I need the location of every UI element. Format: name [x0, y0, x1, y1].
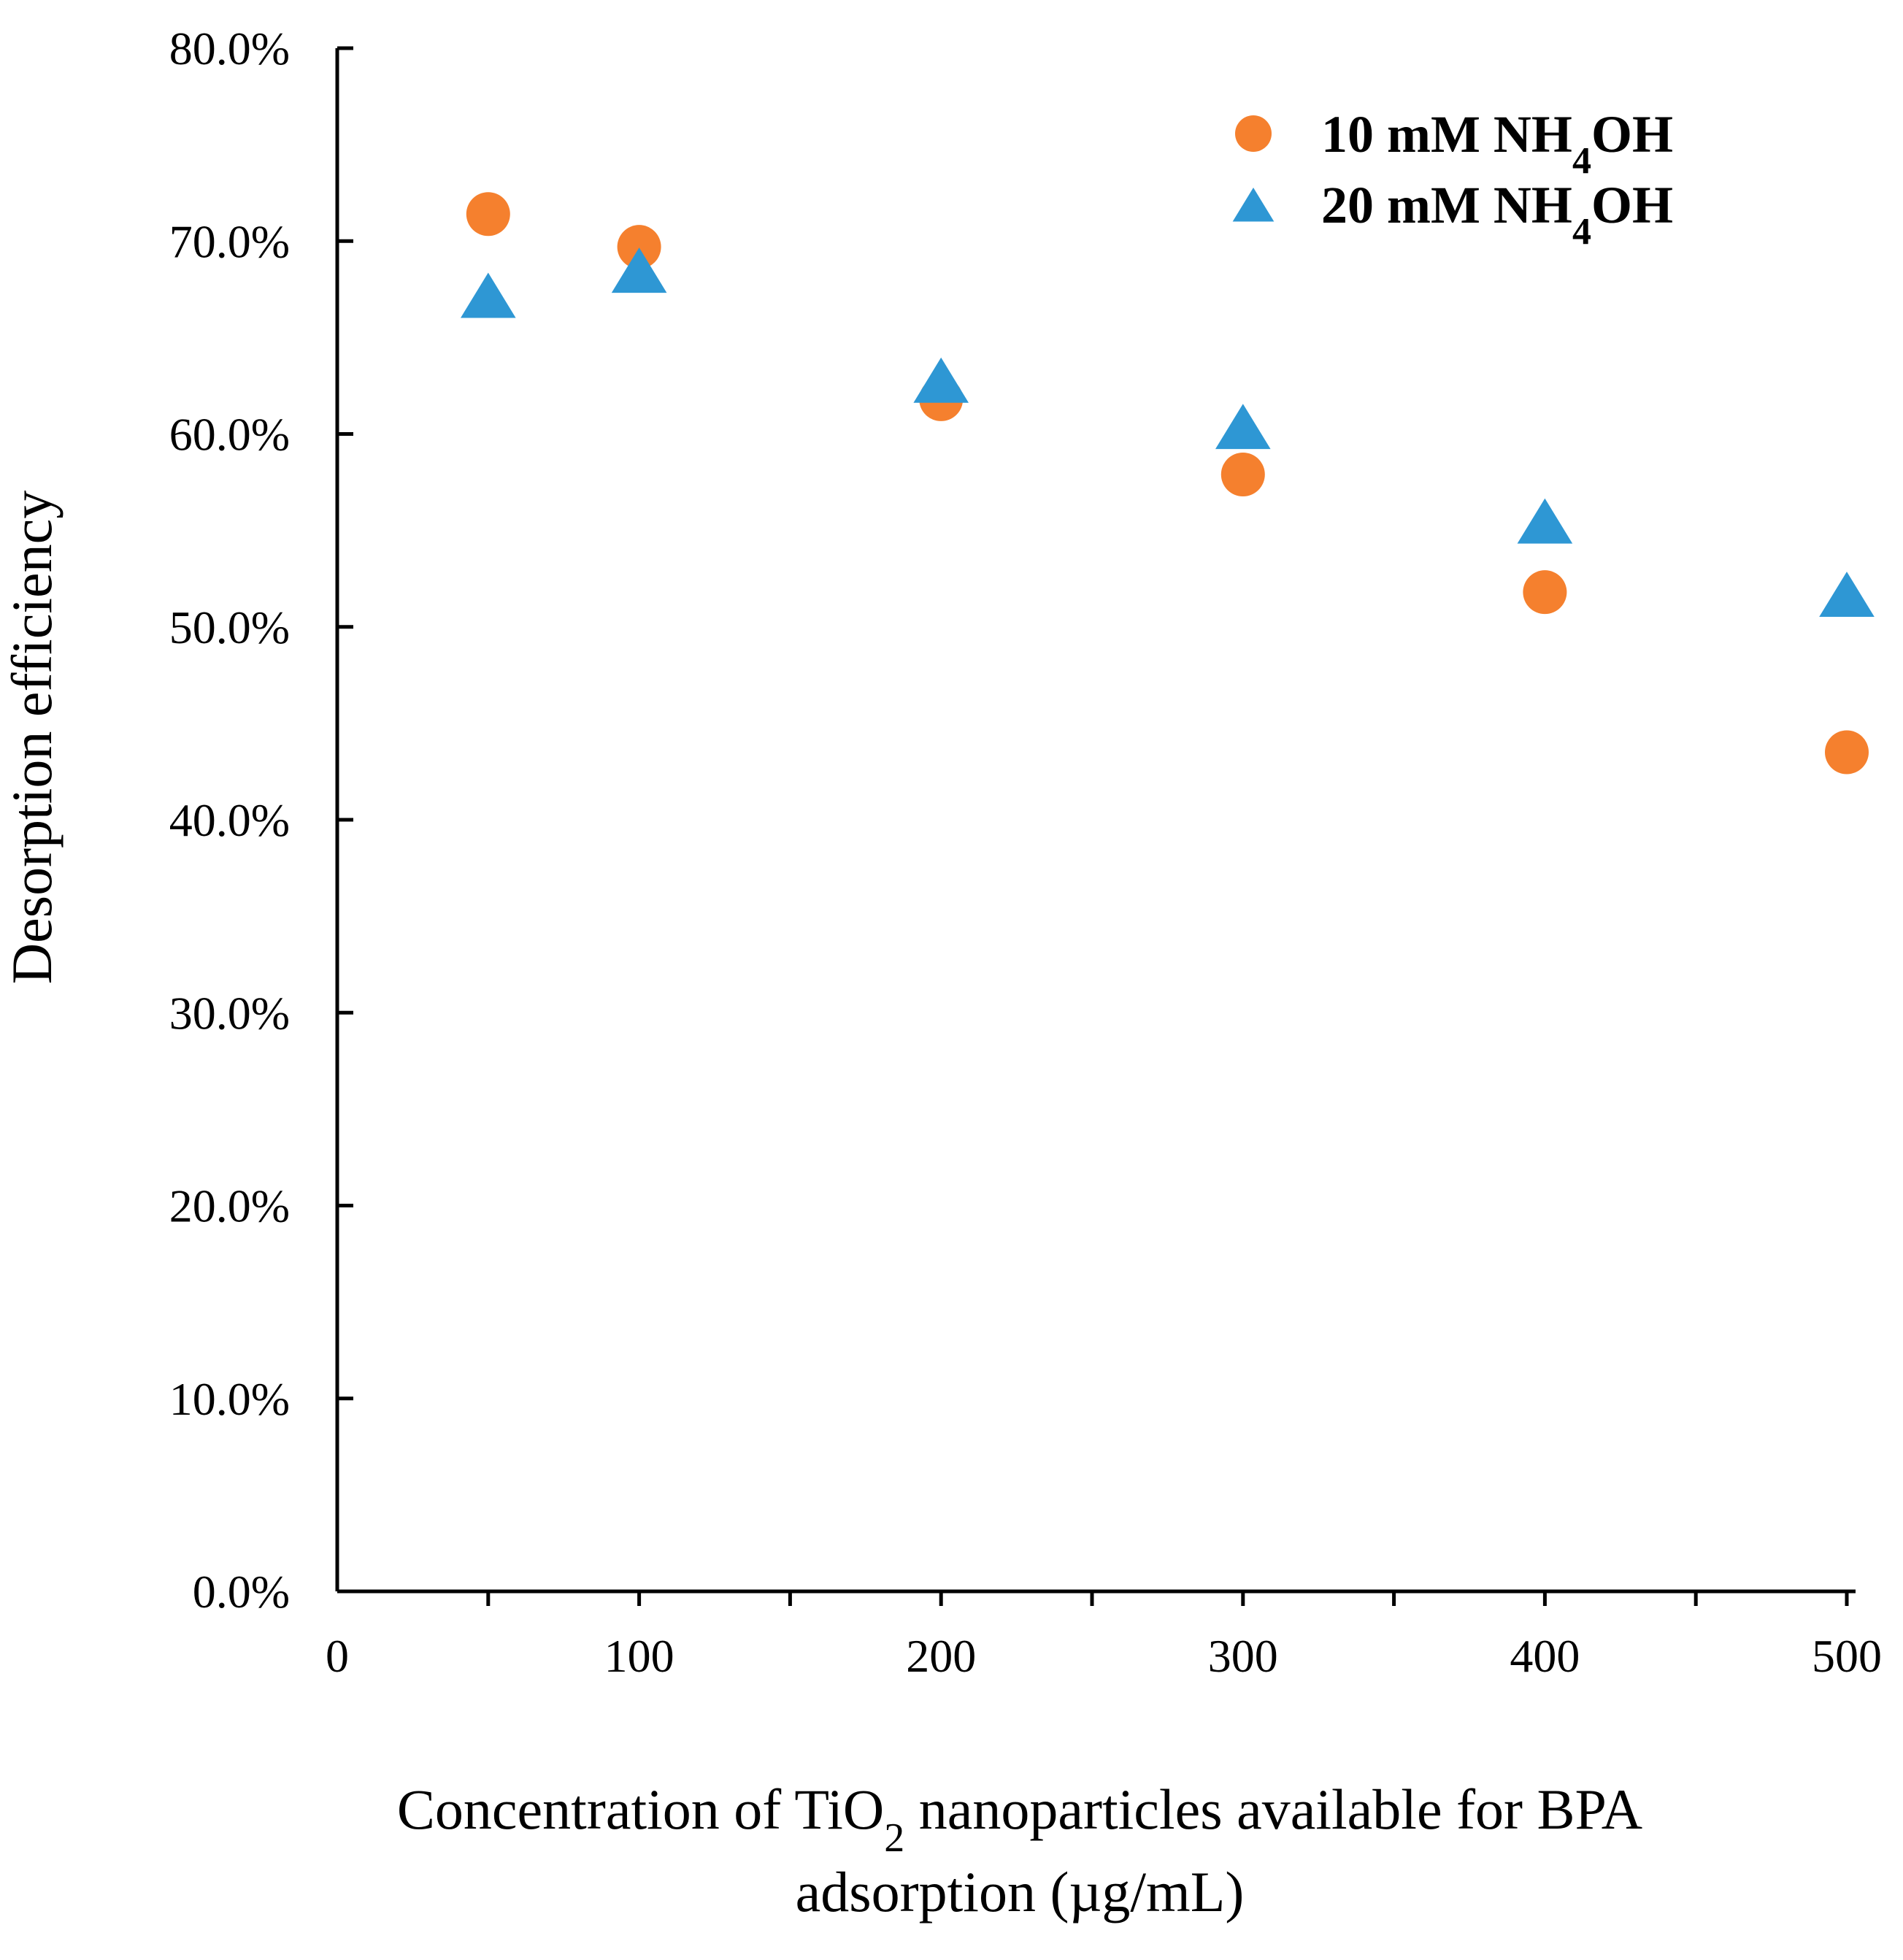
- data-point-series-1: [1825, 730, 1869, 775]
- data-point-series-1: [617, 225, 661, 269]
- legend-label-text: 10 mM NH: [1321, 105, 1572, 164]
- legend-marker-series-1: [1235, 115, 1272, 152]
- data-marks: [461, 192, 1875, 775]
- data-point-series-1: [466, 192, 510, 237]
- legend-label-text: 20 mM NH: [1321, 176, 1572, 234]
- x-axis-title-pre: Concentration of TiO: [397, 1778, 884, 1841]
- axes: [335, 48, 1856, 1594]
- x-axis-title-sub: 2: [884, 1815, 904, 1861]
- x-tick-label: 300: [1208, 1630, 1278, 1682]
- ticks: 0.0% 10.0% 20.0% 30.0% 40.0% 50.0% 60.0% 70.0% 8…: [169, 23, 1882, 1682]
- legend-marker-series-2: [1232, 188, 1275, 222]
- data-point-series-2: [461, 272, 516, 318]
- y-axis-title: Desorption efficiency: [0, 491, 64, 984]
- y-tick-label: 40.0%: [169, 794, 290, 846]
- data-point-series-1: [1523, 570, 1567, 615]
- x-tick-label: 100: [604, 1630, 674, 1682]
- legend-label-subscript: 4: [1572, 140, 1591, 182]
- y-tick-label: 10.0%: [169, 1373, 290, 1425]
- y-tick-label: 80.0%: [169, 23, 290, 74]
- x-tick-label: 400: [1510, 1630, 1580, 1682]
- data-point-series-1: [1220, 452, 1265, 496]
- legend-label-series-1: 10 mM NH4OH: [1321, 105, 1673, 182]
- legend-label-subscript: 4: [1572, 211, 1591, 253]
- legend-label-text: OH: [1591, 105, 1673, 164]
- y-tick-label: 30.0%: [169, 987, 290, 1039]
- y-tick-label: 20.0%: [169, 1180, 290, 1232]
- x-axis-title-line2: adsorption (µg/mL): [796, 1860, 1245, 1924]
- x-tick-label: 0: [326, 1630, 349, 1682]
- y-tick-label: 50.0%: [169, 602, 290, 653]
- x-axis-title-post: nanoparticles available for BPA: [904, 1778, 1642, 1841]
- y-tick-label: 60.0%: [169, 409, 290, 461]
- data-point-series-2: [1819, 572, 1875, 618]
- legend-label-series-2: 20 mM NH4OH: [1321, 176, 1673, 253]
- data-point-series-2: [1215, 404, 1271, 450]
- x-axis-title: Concentration of TiO2 nanoparticles avai…: [397, 1778, 1642, 1861]
- data-point-series-2: [1517, 498, 1573, 544]
- data-point-series-2: [913, 357, 969, 403]
- y-tick-label: 0.0%: [193, 1566, 290, 1618]
- x-tick-label: 200: [906, 1630, 976, 1682]
- data-point-series-2: [611, 247, 667, 293]
- legend-label-text: OH: [1591, 176, 1673, 234]
- x-tick-label: 500: [1812, 1630, 1882, 1682]
- y-tick-label: 70.0%: [169, 215, 290, 267]
